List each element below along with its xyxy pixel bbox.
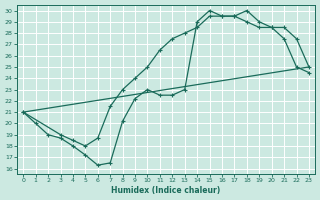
X-axis label: Humidex (Indice chaleur): Humidex (Indice chaleur) bbox=[111, 186, 221, 195]
